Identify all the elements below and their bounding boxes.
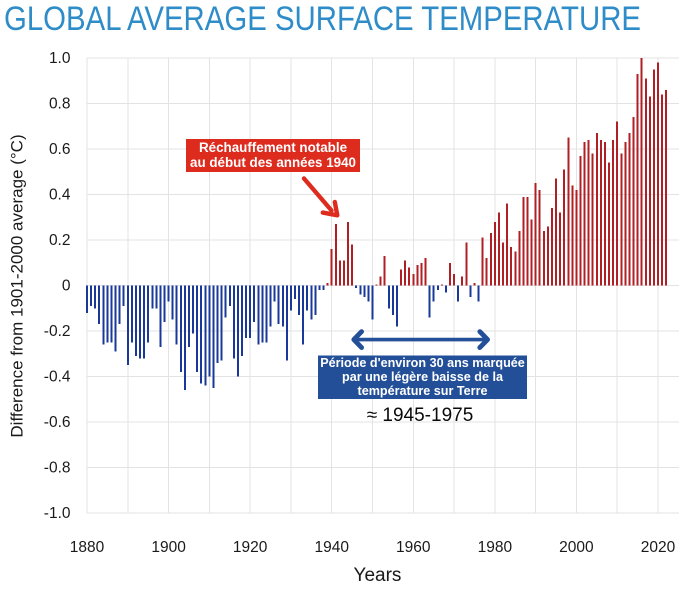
svg-text:-0.6: -0.6 (44, 414, 71, 431)
svg-text:par une légère baisse de la: par une légère baisse de la (342, 370, 504, 384)
svg-text:1940: 1940 (314, 539, 349, 556)
svg-text:≈ 1945-1975: ≈ 1945-1975 (367, 405, 474, 426)
svg-text:2020: 2020 (641, 539, 676, 556)
svg-text:-1.0: -1.0 (44, 505, 71, 522)
svg-text:Période d'environ 30 ans marqu: Période d'environ 30 ans marquée (320, 356, 525, 370)
svg-text:1960: 1960 (396, 539, 431, 556)
svg-text:au début des années 1940: au début des années 1940 (190, 155, 356, 170)
svg-text:2000: 2000 (559, 539, 594, 556)
svg-text:0.8: 0.8 (49, 96, 71, 113)
svg-text:1900: 1900 (151, 539, 186, 556)
svg-text:0.2: 0.2 (49, 232, 71, 249)
svg-text:1880: 1880 (70, 539, 105, 556)
svg-text:1.0: 1.0 (49, 50, 71, 67)
svg-text:1980: 1980 (478, 539, 513, 556)
svg-text:-0.4: -0.4 (44, 369, 71, 386)
svg-text:0.4: 0.4 (49, 187, 71, 204)
svg-text:0: 0 (62, 278, 71, 295)
svg-text:température sur Terre: température sur Terre (358, 384, 488, 398)
svg-text:0.6: 0.6 (49, 141, 71, 158)
svg-text:Years: Years (354, 565, 402, 586)
svg-text:GLOBAL AVERAGE SURFACE TEMPERA: GLOBAL AVERAGE SURFACE TEMPERATURE (4, 0, 641, 38)
svg-text:-0.8: -0.8 (44, 460, 71, 477)
svg-text:1920: 1920 (233, 539, 268, 556)
svg-text:Réchauffement notable: Réchauffement notable (199, 140, 347, 155)
svg-text:Difference from 1901-2000 aver: Difference from 1901-2000 average (°C) (8, 134, 27, 437)
svg-text:-0.2: -0.2 (44, 323, 71, 340)
